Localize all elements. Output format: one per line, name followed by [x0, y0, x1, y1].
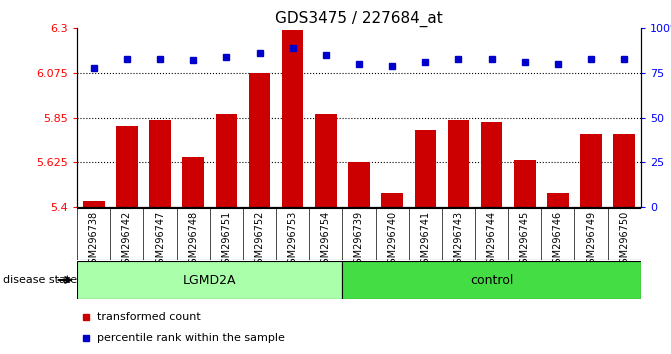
Text: GSM296752: GSM296752 [254, 210, 264, 270]
Bar [282, 30, 303, 207]
Bar [83, 201, 105, 207]
Bar [77, 261, 342, 299]
Text: control: control [470, 274, 513, 286]
Text: percentile rank within the sample: percentile rank within the sample [97, 333, 285, 343]
Bar [183, 158, 204, 207]
Bar [249, 73, 270, 207]
Bar [481, 122, 503, 207]
Title: GDS3475 / 227684_at: GDS3475 / 227684_at [275, 11, 443, 27]
Text: GSM296744: GSM296744 [486, 210, 497, 269]
Text: GSM296749: GSM296749 [586, 210, 596, 269]
Bar [448, 120, 469, 207]
Text: GSM296748: GSM296748 [188, 210, 198, 269]
Bar [116, 126, 138, 207]
Text: GSM296754: GSM296754 [321, 210, 331, 270]
Text: GSM296746: GSM296746 [553, 210, 563, 269]
Text: GSM296741: GSM296741 [420, 210, 430, 269]
Text: disease state: disease state [3, 275, 77, 285]
Text: GSM296753: GSM296753 [288, 210, 298, 270]
Bar [613, 133, 635, 207]
Bar [348, 162, 370, 207]
Text: GSM296745: GSM296745 [520, 210, 530, 270]
Text: GSM296747: GSM296747 [155, 210, 165, 270]
Bar [315, 114, 337, 207]
Text: GSM296751: GSM296751 [221, 210, 231, 270]
Bar [580, 133, 602, 207]
Text: GSM296742: GSM296742 [122, 210, 132, 270]
Text: LGMD2A: LGMD2A [183, 274, 237, 286]
Bar [149, 120, 171, 207]
Text: transformed count: transformed count [97, 312, 201, 322]
Bar [215, 114, 237, 207]
Text: GSM296750: GSM296750 [619, 210, 629, 270]
Bar [381, 193, 403, 207]
Bar [547, 193, 569, 207]
Bar [415, 130, 436, 207]
Bar [514, 160, 535, 207]
Bar [342, 261, 641, 299]
Text: GSM296740: GSM296740 [387, 210, 397, 269]
Text: GSM296743: GSM296743 [454, 210, 464, 269]
Text: GSM296738: GSM296738 [89, 210, 99, 269]
Text: GSM296739: GSM296739 [354, 210, 364, 269]
